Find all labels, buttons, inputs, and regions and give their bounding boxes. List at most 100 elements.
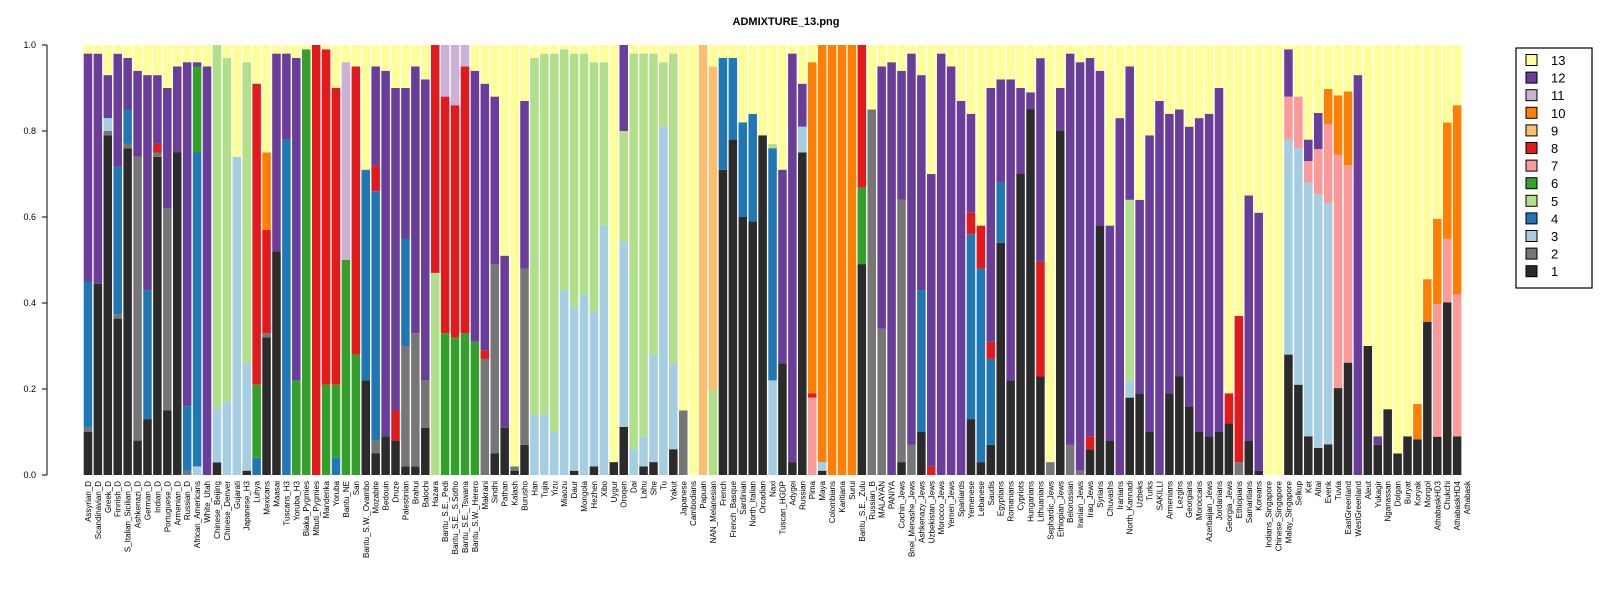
bar-segment-13 <box>93 45 103 54</box>
bar-Papuan <box>698 45 708 475</box>
bar-segment-10 <box>1323 88 1333 124</box>
bar-segment-8 <box>1234 315 1244 463</box>
bar-segment-12 <box>381 70 390 437</box>
y-axis: 0.0 0.2 0.4 0.6 0.8 1.0 <box>23 40 48 480</box>
bar-Hazara <box>430 45 440 475</box>
x-tick-label: Bantu_NE <box>342 481 351 517</box>
bar-Mongola <box>579 45 589 475</box>
bar-segment-13 <box>143 45 152 76</box>
bar-segment-1 <box>986 444 996 475</box>
x-tick-label: Yoruba <box>332 480 341 506</box>
legend-label: 11 <box>1551 88 1565 103</box>
bar-segment-1 <box>103 135 113 476</box>
bar-segment-13 <box>927 45 936 174</box>
legend-label: 12 <box>1551 71 1565 86</box>
bar-segment-13 <box>1175 45 1184 110</box>
bar-segment-13 <box>192 45 202 63</box>
x-tick-label: Bedouin <box>382 481 391 510</box>
bar-segment-12 <box>1244 195 1254 441</box>
bar-segment-11 <box>440 45 450 97</box>
bar-segment-1 <box>728 139 738 475</box>
x-tick-label: Koryak <box>1413 480 1422 506</box>
x-tick-label: Chinese_Denver <box>223 481 232 541</box>
bar-segment-1 <box>500 427 509 475</box>
x-tick-label: Selkup <box>1294 480 1303 505</box>
bar-segment-10 <box>807 62 817 394</box>
x-tick-label: North_Kannadi <box>1126 481 1135 535</box>
bar-Japanese <box>678 45 688 475</box>
bar-segment-4 <box>143 290 152 420</box>
bar-segment-13 <box>559 45 569 50</box>
x-tick-label: Lithuanians <box>1036 481 1045 522</box>
bar-Sephardic_Jews <box>1046 45 1055 475</box>
bar-segment-12 <box>619 45 628 131</box>
bar-segment-10 <box>837 45 847 475</box>
bar-Gujarati <box>232 45 242 476</box>
bar-segment-13 <box>123 45 132 58</box>
bar-Assyrian_D <box>83 45 93 475</box>
bar-segment-13 <box>242 45 251 63</box>
bar-Moroccans <box>1194 45 1204 475</box>
bar-segment-13 <box>1036 45 1045 59</box>
bar-segment-13 <box>778 45 787 170</box>
bar-segment-1 <box>272 251 281 475</box>
x-tick-label: WestGreenland <box>1354 481 1363 536</box>
bar-segment-3 <box>1313 194 1323 448</box>
bar-Yemen_Jews <box>946 45 956 475</box>
x-tick-label: Sardinian <box>739 481 748 515</box>
x-tick-label: Indian_D <box>153 481 162 513</box>
x-tick-label: Colombians <box>828 481 837 523</box>
bar-segment-13 <box>1313 45 1323 113</box>
bar-segment-11 <box>460 45 470 67</box>
legend-label: 4 <box>1551 211 1558 226</box>
bar-segment-1 <box>1006 380 1015 475</box>
bar-Iranian_Jews <box>1075 45 1085 475</box>
x-tick-label: Iranians <box>1116 481 1125 509</box>
bar-Evenk <box>1323 45 1333 475</box>
bar-segment-13 <box>1056 45 1065 88</box>
bar-segment-1 <box>1165 393 1174 475</box>
bar-segment-1 <box>817 470 827 475</box>
bar-segment-13 <box>877 45 886 67</box>
bar-segment-12 <box>877 66 886 329</box>
bar-segment-13 <box>172 45 182 67</box>
bar-Yizu <box>550 45 559 475</box>
bar-segment-3 <box>212 408 222 463</box>
x-tick-label: Mandenka <box>322 480 331 518</box>
bar-Chuvashs <box>1105 45 1115 475</box>
bar-segment-10 <box>262 152 271 230</box>
bar-segment-1 <box>1204 436 1214 475</box>
bar-segment-2 <box>421 380 430 428</box>
bar-Uzbeks <box>1135 45 1144 475</box>
bar-segment-13 <box>341 45 351 63</box>
bar-segment-7 <box>1442 238 1452 303</box>
bar-segment-2 <box>480 358 490 475</box>
x-tick-label: Miaozu <box>560 481 569 507</box>
x-tick-label: Azerbaijan_Jews <box>1205 481 1214 541</box>
x-tick-label: Sephardic_Jews <box>1046 481 1055 540</box>
bar-segment-12 <box>986 88 996 342</box>
bar-segment-6 <box>857 187 867 265</box>
bar-segment-9 <box>698 45 708 475</box>
stacked-bars <box>83 45 1462 476</box>
bar-North_Kannadi <box>1125 45 1134 475</box>
bar-segment-13 <box>1244 45 1254 196</box>
bar-Russian_B <box>867 45 877 475</box>
bar-segment-8 <box>391 410 400 441</box>
legend-swatch-2 <box>1525 247 1538 260</box>
bar-Sindhi <box>490 45 499 475</box>
bar-segment-3 <box>222 401 232 475</box>
bar-segment-5 <box>659 62 668 127</box>
bar-segment-13 <box>1442 45 1452 123</box>
x-tick-label: Han <box>530 481 539 496</box>
bar-segment-2 <box>490 264 499 454</box>
bar-segment-1 <box>1383 409 1392 475</box>
bar-segment-8 <box>252 83 261 385</box>
bar-segment-1 <box>1413 439 1422 475</box>
x-tick-label: Mongol <box>1423 481 1432 507</box>
x-tick-label: Maya <box>818 480 827 500</box>
bar-segment-12 <box>1085 57 1095 437</box>
bar-segment-1 <box>411 466 420 475</box>
bar-segment-9 <box>708 66 718 389</box>
bar-segment-13 <box>401 45 410 88</box>
